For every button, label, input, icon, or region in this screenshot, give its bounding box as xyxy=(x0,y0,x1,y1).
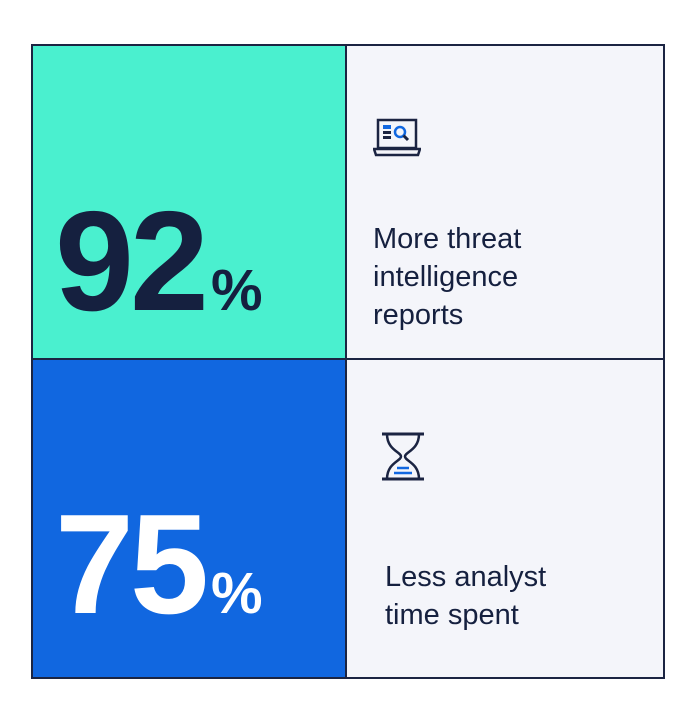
label-cell xyxy=(347,46,663,360)
label-line: reports xyxy=(373,299,464,331)
hourglass-icon xyxy=(382,432,424,481)
stat-value: 92% xyxy=(55,191,263,333)
label-line: intelligence xyxy=(373,261,519,293)
label-line: Less analyst xyxy=(385,561,547,593)
stats-grid: 92% 75% More threat intelligence reports… xyxy=(31,44,665,679)
stat-unit: % xyxy=(210,561,263,626)
stat-value: 75% xyxy=(55,494,263,636)
stat-label: More threat intelligence reports xyxy=(373,220,521,334)
stat-cell xyxy=(33,46,347,360)
label-cell xyxy=(347,360,663,677)
stat-number: 75 xyxy=(55,485,209,644)
label-line: More threat xyxy=(373,223,522,255)
stat-cell xyxy=(33,360,347,677)
laptop-search-icon xyxy=(373,118,421,157)
stat-unit: % xyxy=(210,258,263,323)
label-line: time spent xyxy=(385,599,519,631)
stat-label: Less analyst time spent xyxy=(385,558,546,634)
stat-number: 92 xyxy=(55,182,209,341)
